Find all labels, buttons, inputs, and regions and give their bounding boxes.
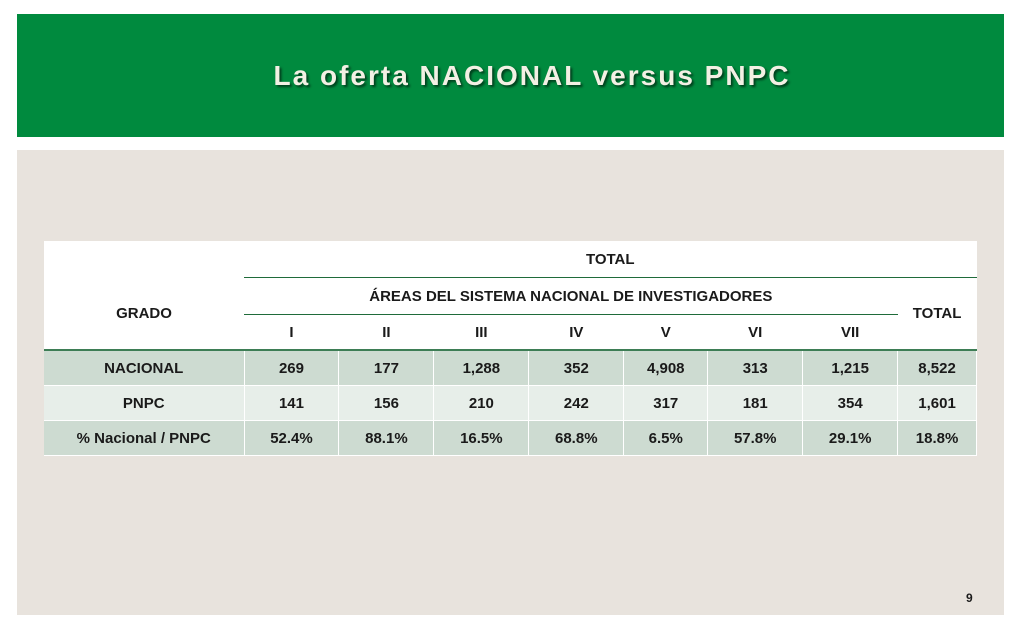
data-table: TOTAL GRADO ÁREAS DEL SISTEMA NACIONAL D… [44, 241, 977, 456]
area-column-header: IV [528, 314, 624, 351]
content-area: TOTAL GRADO ÁREAS DEL SISTEMA NACIONAL D… [17, 150, 1004, 615]
table-cell: 177 [338, 350, 435, 386]
area-column-header: I [244, 314, 339, 351]
table-cell: 317 [623, 385, 709, 421]
area-column-header: V [623, 314, 708, 351]
area-column-header: VI [707, 314, 803, 351]
area-column-header: III [433, 314, 529, 351]
area-column-header: II [338, 314, 434, 351]
header-total-right: TOTAL [897, 277, 977, 351]
table-cell: 352 [528, 350, 625, 386]
table-cell: 29.1% [802, 420, 899, 456]
area-column-header: VII [802, 314, 898, 351]
header-bar [17, 14, 1004, 137]
table-row: % Nacional / PNPC 52.4% 88.1% 16.5% 68.8… [44, 420, 977, 456]
table-cell: 1,215 [802, 350, 899, 386]
table-cell: 52.4% [244, 420, 340, 456]
row-label: NACIONAL [44, 350, 245, 386]
table-cell: 6.5% [623, 420, 709, 456]
table-row: NACIONAL 269 177 1,288 352 4,908 313 1,2… [44, 350, 977, 386]
table-cell: 269 [244, 350, 340, 386]
header-cell-empty [44, 241, 244, 278]
table-cell: 16.5% [433, 420, 530, 456]
row-total: 18.8% [897, 420, 977, 456]
table-cell: 141 [244, 385, 340, 421]
table-cell: 156 [338, 385, 435, 421]
table-cell: 88.1% [338, 420, 435, 456]
table-cell: 242 [528, 385, 625, 421]
table-row: PNPC 141 156 210 242 317 181 354 1,601 [44, 385, 977, 421]
row-label: PNPC [44, 385, 245, 421]
table-cell: 4,908 [623, 350, 709, 386]
slide-title: La oferta NACIONAL versus PNPC [273, 60, 791, 91]
row-total: 8,522 [897, 350, 977, 386]
table-cell: 1,288 [433, 350, 530, 386]
page-number: 9 [966, 591, 973, 605]
header-grado: GRADO [44, 277, 244, 351]
row-label: % Nacional / PNPC [44, 420, 245, 456]
header-total-top: TOTAL [244, 241, 977, 278]
table-cell: 57.8% [707, 420, 804, 456]
header-areas: ÁREAS DEL SISTEMA NACIONAL DE INVESTIGAD… [244, 277, 898, 315]
row-total: 1,601 [897, 385, 977, 421]
table-cell: 210 [433, 385, 530, 421]
table-cell: 68.8% [528, 420, 625, 456]
table-cell: 181 [707, 385, 804, 421]
table-cell: 354 [802, 385, 899, 421]
table-cell: 313 [707, 350, 804, 386]
